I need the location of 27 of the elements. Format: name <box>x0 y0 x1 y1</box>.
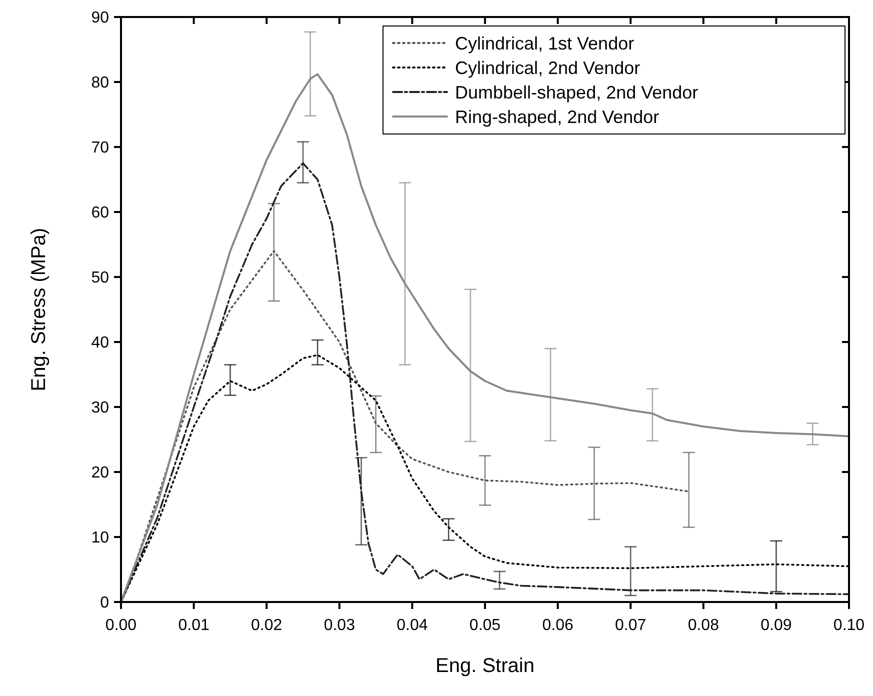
x-tick-label: 0.08 <box>688 617 720 634</box>
y-tick-label: 70 <box>91 140 110 157</box>
y-tick-label: 0 <box>100 594 110 612</box>
x-tick-label: 0.03 <box>324 617 356 634</box>
legend-label: Cylindrical, 1st Vendor <box>455 33 634 54</box>
y-tick-label: 30 <box>91 400 110 417</box>
x-tick-label: 0.06 <box>542 617 574 634</box>
y-tick-label: 90 <box>91 10 110 27</box>
x-axis-title: Eng. Strain <box>436 655 534 677</box>
x-tick-label: 0.02 <box>251 617 282 634</box>
x-tick-label: 0.07 <box>615 617 646 634</box>
y-tick-label: 80 <box>91 74 110 92</box>
y-tick-label: 10 <box>91 530 110 547</box>
y-tick-label: 60 <box>91 204 110 222</box>
x-tick-label: 0.10 <box>833 617 865 634</box>
y-tick-label: 40 <box>91 334 110 352</box>
y-axis-title: Eng. Stress (MPa) <box>28 228 50 392</box>
y-tick-label: 20 <box>91 464 110 482</box>
legend-label: Cylindrical, 2nd Vendor <box>455 58 640 78</box>
x-tick-label: 0.05 <box>469 617 501 634</box>
x-tick-label: 0.00 <box>105 617 137 634</box>
legend-label: Dumbbell-shaped, 2nd Vendor <box>455 82 698 102</box>
x-tick-label: 0.04 <box>396 617 428 634</box>
legend-label: Ring-shaped, 2nd Vendor <box>455 106 660 127</box>
x-tick-label: 0.09 <box>760 617 792 634</box>
x-tick-label: 0.01 <box>178 617 210 634</box>
y-tick-label: 50 <box>91 270 110 287</box>
